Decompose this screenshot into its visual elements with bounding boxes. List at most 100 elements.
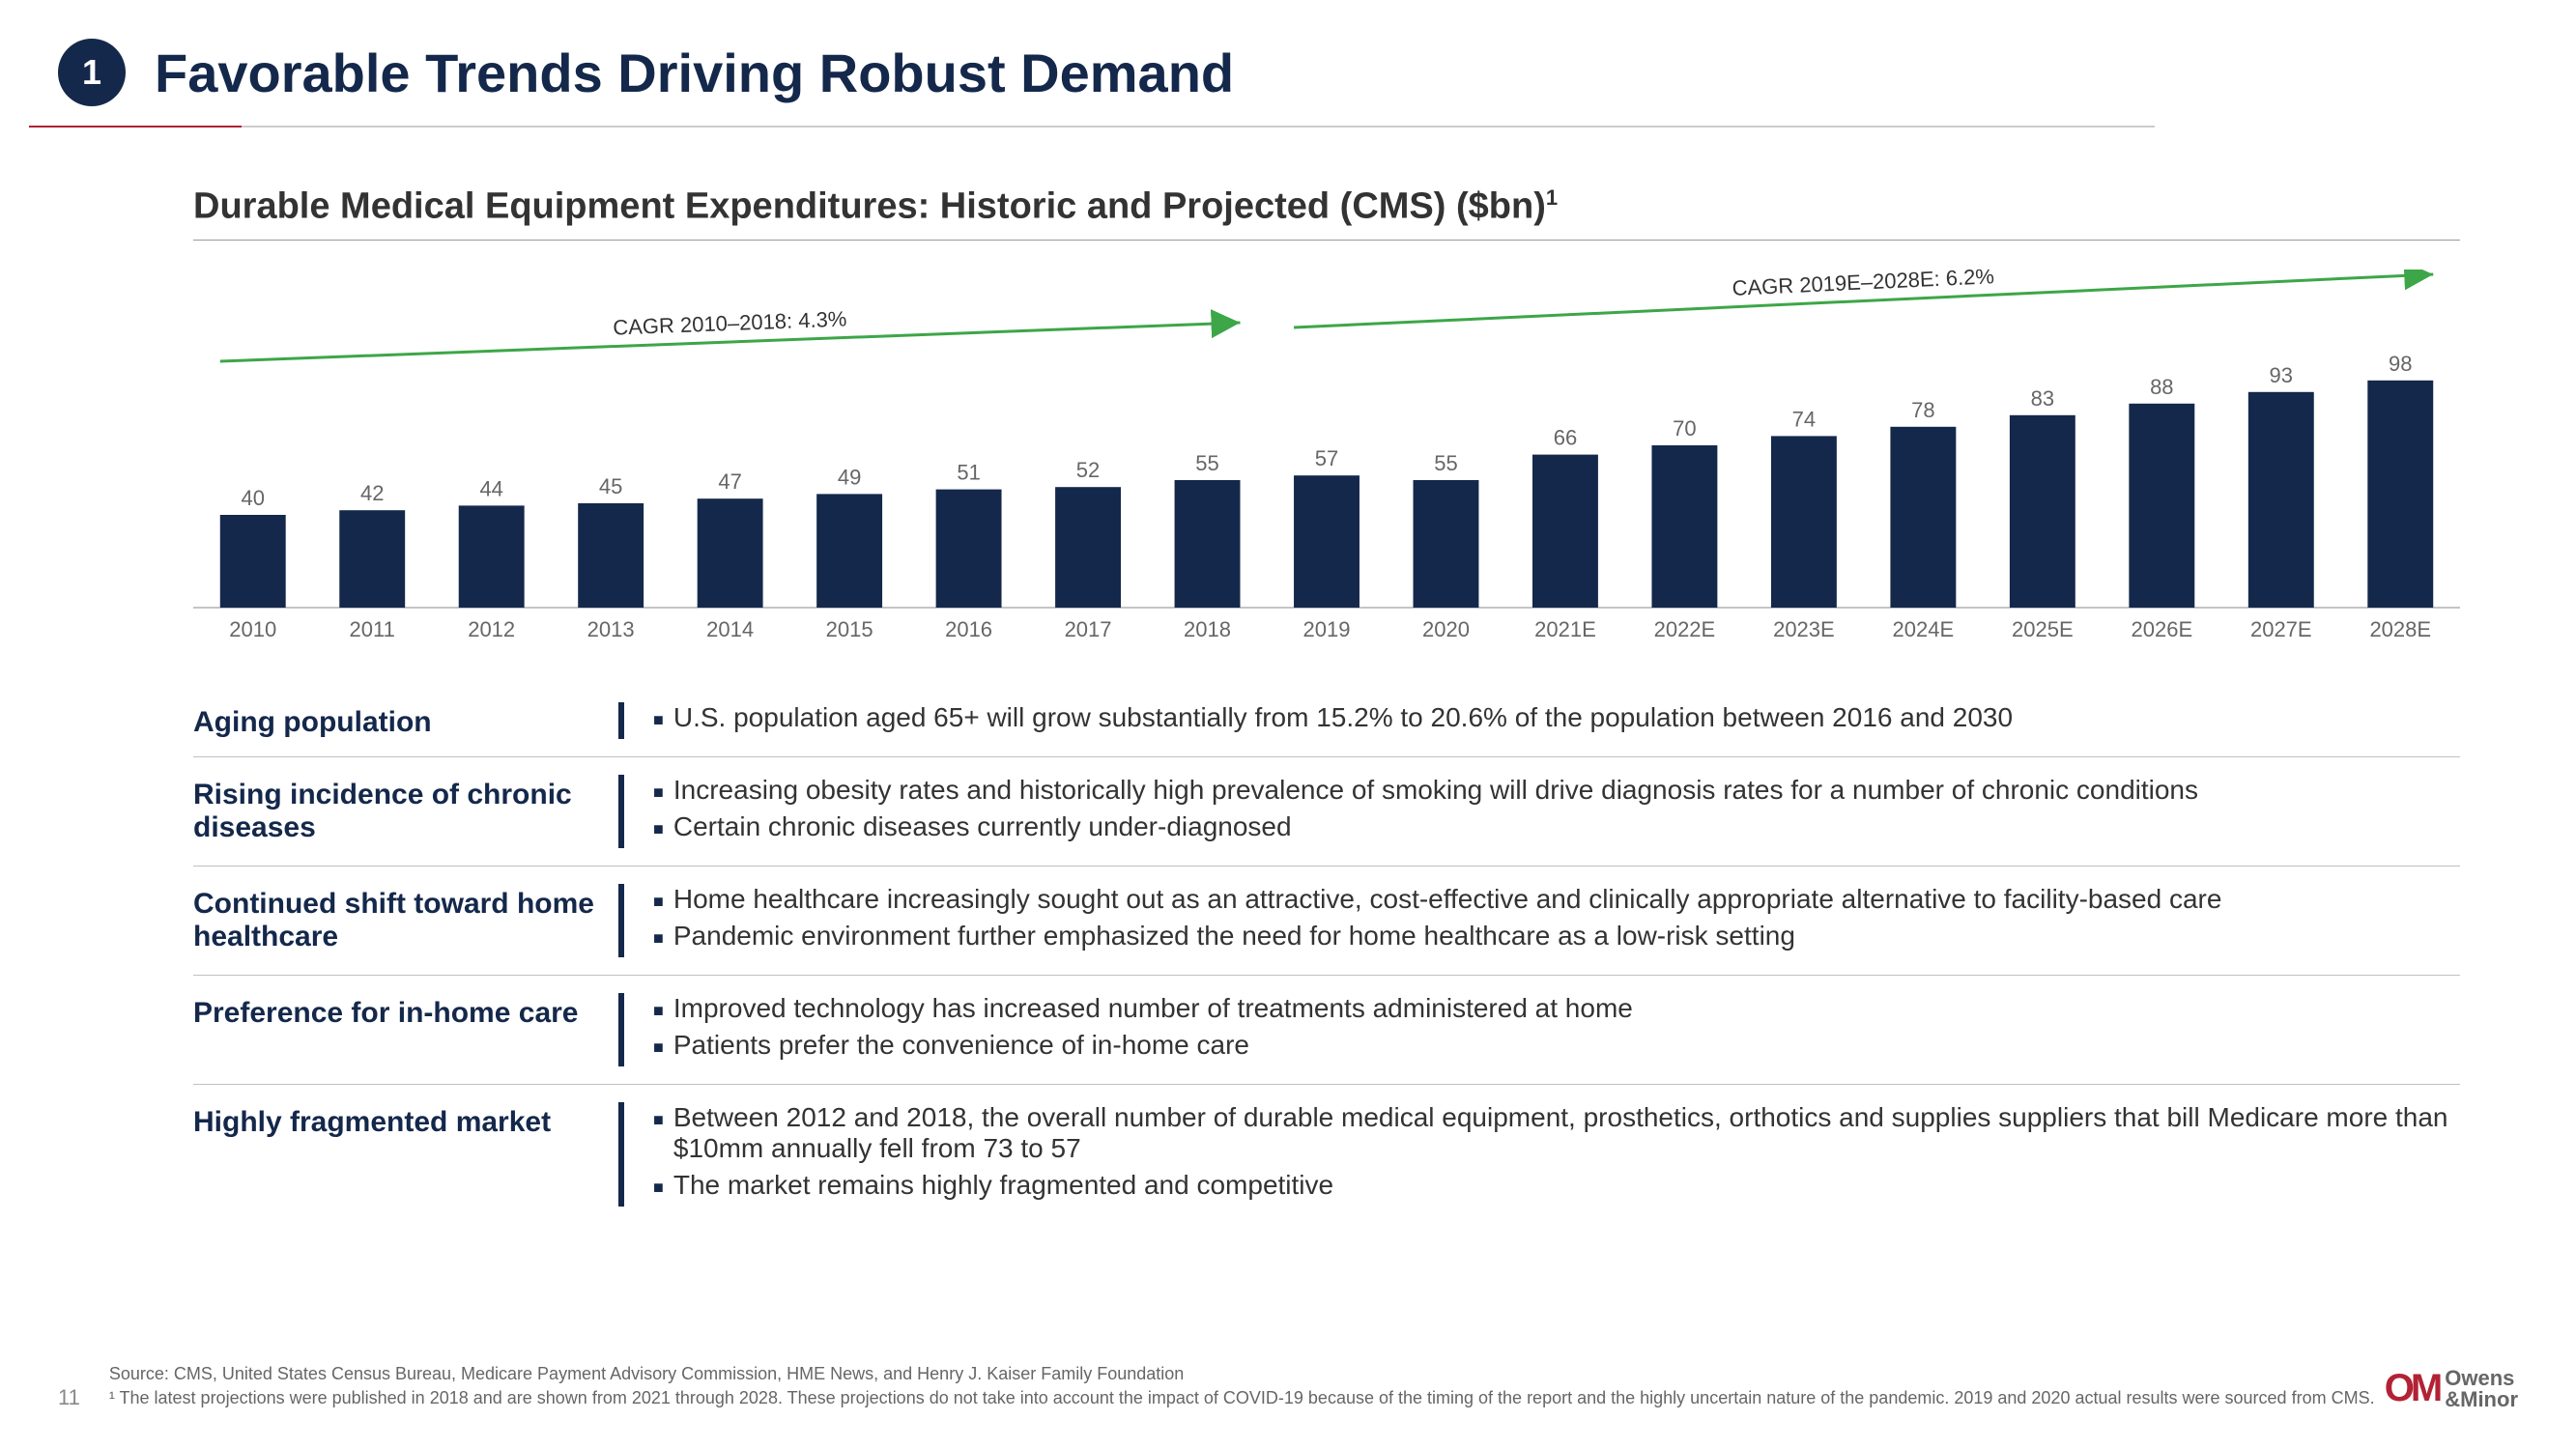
driver-label: Aging population [193, 702, 618, 739]
bar-value-label: 49 [838, 465, 861, 489]
chart-title-rule [193, 240, 2460, 241]
driver-bullet: The market remains highly fragmented and… [653, 1170, 2460, 1201]
bar [1890, 426, 1956, 607]
driver-bullets: Between 2012 and 2018, the overall numbe… [653, 1102, 2460, 1207]
category-label: 2026E [2132, 617, 2193, 641]
content-area: Durable Medical Equipment Expenditures: … [0, 128, 2576, 1224]
company-logo: OM Owens &Minor [2385, 1367, 2518, 1410]
driver-row: Continued shift toward home healthcare Ho… [193, 866, 2460, 975]
driver-divider [618, 993, 624, 1066]
bar [1175, 480, 1241, 608]
driver-bullet: Certain chronic diseases currently under… [653, 811, 2460, 842]
bar-value-label: 74 [1792, 407, 1816, 431]
bar-value-label: 51 [957, 460, 980, 484]
driver-row: Rising incidence of chronic diseases Incr… [193, 756, 2460, 866]
footer: 11 Source: CMS, United States Census Bur… [58, 1362, 2518, 1410]
driver-label: Preference for in-home care [193, 993, 618, 1030]
bar [2248, 391, 2314, 607]
chart-title-sup: 1 [1546, 185, 1558, 210]
page-title: Favorable Trends Driving Robust Demand [155, 42, 1234, 104]
bar [698, 498, 763, 608]
category-label: 2028E [2369, 617, 2431, 641]
category-label: 2019 [1303, 617, 1351, 641]
driver-bullets: U.S. population aged 65+ will grow subst… [653, 702, 2460, 739]
driver-divider [618, 702, 624, 739]
cagr-label: CAGR 2010–2018: 4.3% [613, 306, 847, 339]
category-label: 2022E [1654, 617, 1716, 641]
bar-value-label: 70 [1673, 416, 1696, 440]
driver-bullets: Increasing obesity rates and historicall… [653, 775, 2460, 848]
bar-chart: 4020104220114420124520134720144920155120… [193, 270, 2460, 656]
driver-bullet: Between 2012 and 2018, the overall numbe… [653, 1102, 2460, 1164]
driver-divider [618, 775, 624, 848]
drivers-section: Aging population U.S. population aged 65+… [193, 685, 2460, 1224]
bar [1532, 454, 1598, 607]
bar-value-label: 42 [360, 481, 384, 505]
driver-divider [618, 1102, 624, 1207]
driver-label: Rising incidence of chronic diseases [193, 775, 618, 844]
driver-bullet: Increasing obesity rates and historicall… [653, 775, 2460, 806]
bar [2129, 403, 2194, 607]
logo-mark: OM [2385, 1367, 2439, 1410]
bar [816, 494, 882, 608]
bar-value-label: 83 [2031, 385, 2054, 410]
category-label: 2020 [1422, 617, 1470, 641]
bar-value-label: 93 [2270, 362, 2293, 386]
driver-row: Aging population U.S. population aged 65+… [193, 685, 2460, 756]
bar-value-label: 98 [2389, 351, 2412, 375]
category-label: 2018 [1184, 617, 1231, 641]
category-label: 2021E [1534, 617, 1596, 641]
driver-row: Highly fragmented market Between 2012 and… [193, 1084, 2460, 1224]
footnotes: Source: CMS, United States Census Bureau… [109, 1362, 2385, 1410]
source-line: Source: CMS, United States Census Bureau… [109, 1362, 2385, 1386]
category-label: 2013 [587, 617, 635, 641]
bar-value-label: 47 [718, 469, 741, 494]
category-label: 2010 [229, 617, 276, 641]
note-line: ¹ The latest projections were published … [109, 1386, 2385, 1410]
section-badge: 1 [58, 39, 126, 106]
logo-line1: Owens [2445, 1368, 2518, 1389]
bar-value-label: 55 [1195, 451, 1218, 475]
category-label: 2023E [1773, 617, 1835, 641]
page-number: 11 [58, 1385, 80, 1410]
bar [1651, 445, 1717, 608]
driver-label: Highly fragmented market [193, 1102, 618, 1139]
bar [578, 503, 644, 608]
bar-value-label: 45 [599, 474, 622, 498]
driver-bullets: Improved technology has increased number… [653, 993, 2460, 1066]
driver-bullet: Pandemic environment further emphasized … [653, 921, 2460, 952]
category-label: 2017 [1065, 617, 1112, 641]
bar-value-label: 88 [2150, 374, 2173, 398]
category-label: 2024E [1893, 617, 1955, 641]
driver-bullet: Improved technology has increased number… [653, 993, 2460, 1024]
category-label: 2016 [945, 617, 992, 641]
bar [1414, 480, 1479, 608]
bar-value-label: 78 [1911, 397, 1934, 421]
slide-header: 1 Favorable Trends Driving Robust Demand [0, 0, 2576, 126]
bar-value-label: 52 [1076, 458, 1100, 482]
driver-label: Continued shift toward home healthcare [193, 884, 618, 953]
driver-bullet: Home healthcare increasingly sought out … [653, 884, 2460, 915]
logo-text: Owens &Minor [2445, 1368, 2518, 1410]
bar [220, 515, 286, 608]
bar [339, 510, 405, 608]
category-label: 2025E [2012, 617, 2074, 641]
category-label: 2015 [826, 617, 873, 641]
chart-svg: 4020104220114420124520134720144920155120… [193, 270, 2460, 656]
bar-value-label: 55 [1434, 451, 1457, 475]
bar-value-label: 40 [241, 486, 264, 510]
category-label: 2011 [350, 617, 395, 641]
bar [1294, 475, 1360, 608]
bar [2367, 380, 2433, 607]
category-label: 2014 [706, 617, 754, 641]
category-label: 2012 [468, 617, 515, 641]
driver-bullet: Patients prefer the convenience of in-ho… [653, 1030, 2460, 1061]
category-label: 2027E [2250, 617, 2312, 641]
driver-divider [618, 884, 624, 957]
driver-row: Preference for in-home care Improved tech… [193, 975, 2460, 1084]
bar [2010, 414, 2075, 607]
driver-bullets: Home healthcare increasingly sought out … [653, 884, 2460, 957]
chart-title-text: Durable Medical Equipment Expenditures: … [193, 186, 1546, 227]
driver-bullet: U.S. population aged 65+ will grow subst… [653, 702, 2460, 733]
logo-line2: &Minor [2445, 1389, 2518, 1410]
